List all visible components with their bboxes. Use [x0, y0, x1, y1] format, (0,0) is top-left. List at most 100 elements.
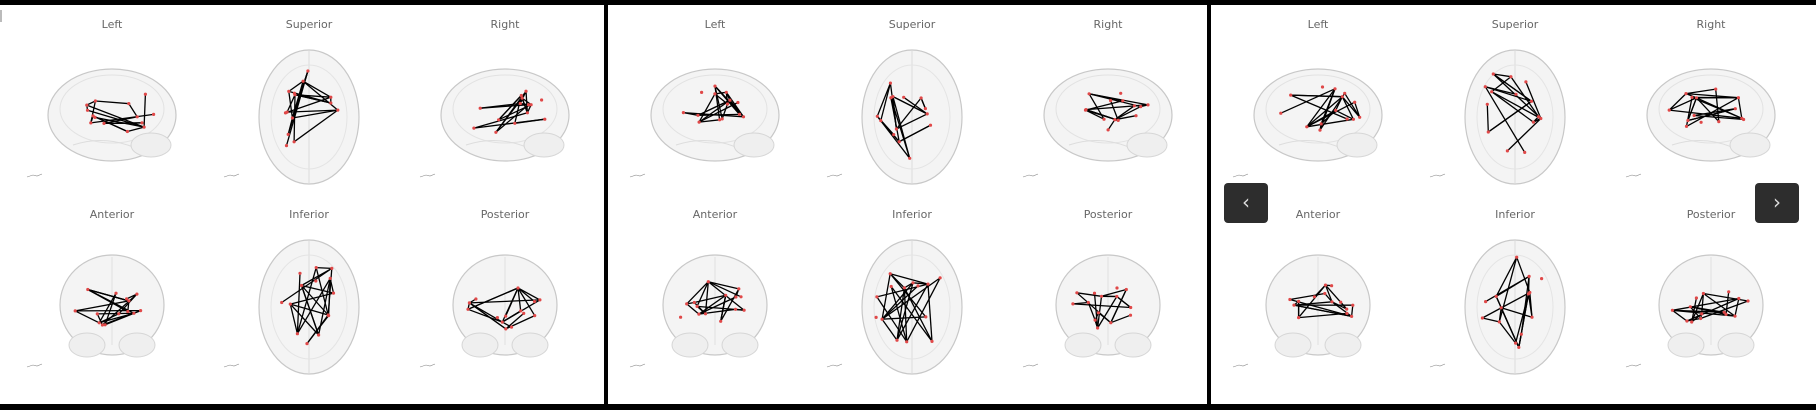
connection-node	[1527, 274, 1531, 278]
connection-edge	[1290, 94, 1348, 120]
connection-node	[1686, 118, 1690, 123]
connection-edge	[882, 316, 926, 320]
orientation-mark	[1429, 363, 1446, 368]
connection-edge	[74, 310, 100, 324]
connection-edge	[698, 99, 731, 123]
connection-node	[543, 117, 547, 121]
connection-edge	[1693, 108, 1736, 117]
connection-edge	[1520, 276, 1530, 335]
connection-node	[1129, 305, 1133, 310]
bottom-border	[0, 404, 1816, 410]
connection-node	[140, 121, 144, 125]
brain-outline	[1265, 254, 1371, 358]
connection-edge	[1525, 81, 1542, 119]
connection-edge	[1668, 97, 1697, 111]
connection-node	[85, 103, 89, 107]
orientation-mark	[1625, 363, 1642, 368]
connection-node	[314, 266, 318, 270]
connection-node	[1334, 108, 1338, 112]
connection-node	[713, 84, 717, 88]
connection-node	[1351, 303, 1355, 307]
connection-node	[117, 312, 121, 316]
connection-edge	[1280, 88, 1336, 114]
view-title: Left	[101, 18, 123, 31]
connection-node	[298, 271, 302, 275]
connection-edge	[1703, 292, 1749, 302]
connection-edge	[285, 96, 332, 114]
view-1: Superior	[210, 5, 408, 195]
connection-node	[125, 129, 129, 134]
connection-node	[1484, 300, 1488, 304]
panel-divider	[604, 0, 608, 410]
connection-node	[1524, 80, 1528, 84]
connection-node	[1692, 113, 1696, 118]
connection-node	[728, 98, 732, 102]
orientation-mark	[223, 363, 240, 368]
connection-edge	[1110, 314, 1131, 324]
connection-node	[692, 300, 696, 305]
connection-edge	[686, 303, 700, 315]
top-border	[0, 0, 1816, 5]
previous-button[interactable]: ‹	[1224, 183, 1268, 223]
next-button[interactable]: ›	[1755, 183, 1799, 223]
connection-node	[897, 140, 901, 144]
connection-node	[1714, 87, 1718, 91]
connection-node	[1128, 313, 1133, 317]
connection-edge	[1486, 104, 1489, 133]
connection-node	[905, 340, 909, 344]
connection-edge	[1514, 293, 1530, 344]
connection-edge	[1715, 89, 1720, 122]
connection-node	[331, 291, 336, 295]
connection-edge	[721, 103, 729, 120]
connection-node	[114, 291, 118, 295]
connection-node	[525, 111, 529, 115]
brain-connectivity-render	[1022, 68, 1173, 178]
orientation-mark	[26, 173, 43, 178]
connection-node	[1093, 318, 1097, 322]
connection-edge	[96, 313, 103, 326]
connection-node	[1530, 315, 1534, 319]
chevron-left-icon: ‹	[1242, 190, 1250, 214]
brain-outline	[258, 49, 360, 185]
view-title: Posterior	[480, 208, 530, 221]
gallery-panel-1: Left Superior Right Anterior Inferior Posteri…	[5, 5, 604, 404]
orientation-mark	[1625, 173, 1642, 178]
connection-edge	[708, 281, 739, 290]
connection-node	[1109, 321, 1113, 325]
connection-node	[1106, 128, 1110, 132]
connection-edge	[517, 287, 541, 301]
connection-node	[504, 314, 508, 318]
connection-node	[516, 286, 520, 290]
connection-node	[889, 284, 893, 289]
connection-node	[894, 127, 898, 131]
connection-node	[696, 113, 700, 117]
connection-node	[529, 103, 533, 107]
connection-node	[879, 119, 883, 123]
connection-node	[1099, 294, 1104, 298]
connection-edge	[289, 303, 299, 334]
connection-node	[127, 299, 131, 303]
orientation-mark	[419, 173, 436, 178]
connection-node	[500, 320, 504, 324]
brain-outline	[861, 239, 963, 375]
connection-node	[1540, 277, 1544, 281]
connection-node	[719, 319, 723, 323]
connection-node	[930, 339, 934, 343]
orientation-mark	[419, 363, 436, 368]
connection-edge	[301, 267, 333, 287]
brain-outline	[440, 68, 570, 162]
connection-edge	[316, 266, 332, 270]
connection-node	[1109, 99, 1113, 103]
connection-node	[330, 266, 334, 270]
view-5: Posterior	[1009, 195, 1207, 385]
connection-node	[85, 108, 90, 112]
connection-edge	[1306, 88, 1336, 128]
connection-node	[292, 140, 296, 144]
connection-node	[1297, 316, 1301, 320]
connection-node	[1701, 291, 1705, 296]
connection-edge	[1492, 73, 1542, 119]
connection-node	[697, 312, 701, 316]
connection-node	[1121, 99, 1125, 103]
connection-node	[1323, 283, 1328, 287]
connection-edge	[293, 109, 339, 143]
